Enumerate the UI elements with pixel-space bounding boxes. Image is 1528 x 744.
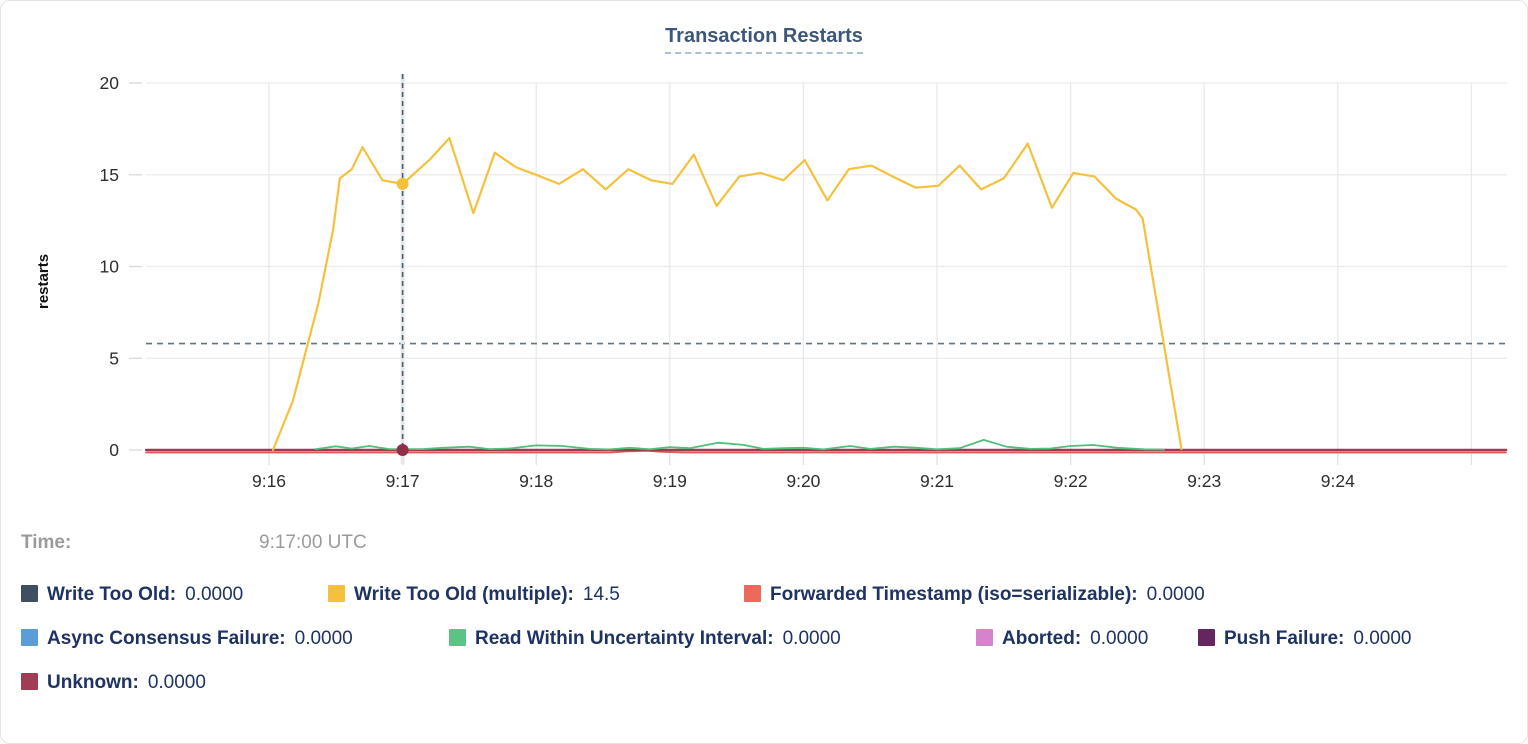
legend-item: Push Failure: 0.0000 bbox=[1198, 628, 1411, 650]
series-value: 0.0000 bbox=[1353, 628, 1412, 649]
series-label: Forwarded Timestamp (iso=serializable): bbox=[770, 584, 1138, 605]
series-color-swatch bbox=[976, 629, 993, 646]
legend-item: Read Within Uncertainty Interval: 0.0000 bbox=[449, 628, 976, 650]
series-legend: Write Too Old: 0.0000 Write Too Old (multi… bbox=[21, 584, 1507, 694]
series-label: Aborted: bbox=[1002, 628, 1082, 649]
svg-text:9:17: 9:17 bbox=[386, 471, 420, 491]
svg-text:9:18: 9:18 bbox=[519, 471, 553, 491]
series-color-swatch bbox=[21, 585, 38, 602]
legend-item: Aborted: 0.0000 bbox=[976, 628, 1198, 650]
svg-text:0: 0 bbox=[109, 440, 119, 460]
series-value: 0.0000 bbox=[1090, 628, 1149, 649]
legend-item: Write Too Old (multiple): 14.5 bbox=[328, 584, 744, 606]
legend-item: Async Consensus Failure: 0.0000 bbox=[21, 628, 449, 650]
series-color-swatch bbox=[744, 585, 761, 602]
time-row: Time: 9:17:00 UTC bbox=[21, 532, 1507, 554]
series-color-swatch bbox=[21, 673, 38, 690]
legend-row: Unknown: 0.0000 bbox=[21, 672, 1507, 694]
y-axis-label: restarts bbox=[35, 253, 52, 309]
svg-text:20: 20 bbox=[100, 73, 120, 93]
legend-row: Async Consensus Failure: 0.0000 Read Withi… bbox=[21, 628, 1507, 650]
series-label: Async Consensus Failure: bbox=[47, 628, 286, 649]
series-label: Push Failure: bbox=[1224, 628, 1345, 649]
series-label: Unknown: bbox=[47, 672, 139, 693]
svg-text:5: 5 bbox=[109, 348, 119, 368]
svg-text:9:24: 9:24 bbox=[1321, 471, 1355, 491]
series-label: Read Within Uncertainty Interval: bbox=[475, 628, 774, 649]
time-label: Time: bbox=[21, 532, 72, 553]
series-color-swatch bbox=[1198, 629, 1215, 646]
legend-item: Unknown: 0.0000 bbox=[21, 672, 206, 694]
chart-title[interactable]: Transaction Restarts bbox=[665, 25, 863, 54]
svg-text:9:21: 9:21 bbox=[920, 471, 954, 491]
series-label: Write Too Old (multiple): bbox=[354, 584, 574, 605]
series-value: 0.0000 bbox=[1146, 584, 1205, 605]
legend-row: Write Too Old: 0.0000 Write Too Old (multi… bbox=[21, 584, 1507, 606]
series-color-swatch bbox=[449, 629, 466, 646]
chart-header: Transaction Restarts bbox=[1, 25, 1527, 54]
transaction-restarts-plot[interactable]: 0 5 10 15 20 9:16 9:17 9:18 9:19 9:20 9:21 9:22 9:23… bbox=[1, 1, 1528, 521]
series-value: 14.5 bbox=[582, 584, 620, 605]
series-value: 0.0000 bbox=[782, 628, 841, 649]
series-color-swatch bbox=[328, 585, 345, 602]
time-value: 9:17:00 UTC bbox=[259, 532, 367, 553]
svg-text:15: 15 bbox=[100, 165, 119, 185]
legend-item: Forwarded Timestamp (iso=serializable): 0… bbox=[744, 584, 1205, 606]
svg-text:9:19: 9:19 bbox=[653, 471, 687, 491]
series-value: 0.0000 bbox=[147, 672, 206, 693]
svg-text:9:23: 9:23 bbox=[1187, 471, 1221, 491]
series-label: Write Too Old: bbox=[47, 584, 177, 605]
svg-text:9:22: 9:22 bbox=[1054, 471, 1088, 491]
svg-text:9:16: 9:16 bbox=[252, 471, 286, 491]
series-color-swatch bbox=[21, 629, 38, 646]
svg-text:10: 10 bbox=[100, 257, 120, 277]
legend-item: Write Too Old: 0.0000 bbox=[21, 584, 328, 606]
series-value: 0.0000 bbox=[185, 584, 244, 605]
series-value: 0.0000 bbox=[294, 628, 353, 649]
hover-tooltip-panel: Time: 9:17:00 UTC Write Too Old: 0.0000 Wri… bbox=[21, 532, 1507, 716]
svg-text:9:20: 9:20 bbox=[786, 471, 820, 491]
